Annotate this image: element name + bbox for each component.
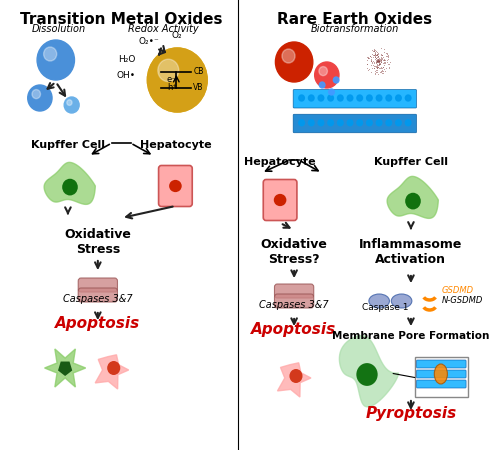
Text: VB: VB (193, 84, 203, 93)
FancyBboxPatch shape (78, 278, 118, 292)
Circle shape (320, 82, 325, 88)
Text: O₂•⁻: O₂•⁻ (139, 37, 160, 46)
Circle shape (308, 120, 314, 126)
Circle shape (158, 59, 179, 81)
FancyBboxPatch shape (274, 284, 314, 298)
Circle shape (308, 95, 314, 101)
Ellipse shape (369, 294, 390, 308)
FancyBboxPatch shape (416, 380, 466, 388)
Ellipse shape (434, 364, 448, 384)
Circle shape (357, 95, 362, 101)
Circle shape (366, 95, 372, 101)
Polygon shape (44, 162, 96, 204)
Polygon shape (44, 349, 86, 387)
FancyBboxPatch shape (264, 180, 297, 220)
Text: e⁻: e⁻ (167, 75, 176, 84)
FancyBboxPatch shape (78, 288, 118, 302)
FancyBboxPatch shape (293, 90, 416, 108)
Text: Membrane Pore Formation: Membrane Pore Formation (332, 331, 490, 341)
Text: Oxidative
Stress: Oxidative Stress (64, 228, 132, 256)
Text: Caspases 3&7: Caspases 3&7 (63, 294, 132, 304)
Text: Biotransformation: Biotransformation (310, 24, 399, 34)
Circle shape (44, 47, 57, 61)
Text: Kupffer Cell: Kupffer Cell (374, 157, 448, 167)
FancyBboxPatch shape (414, 357, 468, 397)
Text: Hepatocyte: Hepatocyte (140, 140, 211, 150)
Circle shape (67, 100, 72, 105)
Circle shape (37, 40, 74, 80)
Text: Apoptosis: Apoptosis (252, 322, 336, 337)
Circle shape (406, 95, 411, 101)
Polygon shape (95, 355, 128, 389)
Circle shape (28, 85, 52, 111)
Circle shape (107, 361, 120, 375)
Circle shape (328, 89, 334, 95)
Circle shape (386, 95, 392, 101)
Circle shape (314, 62, 339, 88)
Circle shape (282, 49, 295, 63)
Circle shape (366, 120, 372, 126)
Circle shape (376, 95, 382, 101)
Circle shape (276, 42, 313, 82)
Ellipse shape (274, 194, 286, 206)
Text: Caspase 1: Caspase 1 (362, 303, 409, 312)
Circle shape (396, 120, 402, 126)
Circle shape (396, 95, 402, 101)
Circle shape (386, 120, 392, 126)
Text: Redox Activity: Redox Activity (128, 24, 198, 34)
Text: Transition Metal Oxides: Transition Metal Oxides (20, 12, 222, 27)
Circle shape (148, 48, 207, 112)
Circle shape (405, 193, 421, 209)
Text: Dissolution: Dissolution (32, 24, 86, 34)
Circle shape (406, 120, 411, 126)
Text: Rare Earth Oxides: Rare Earth Oxides (278, 12, 432, 27)
Ellipse shape (392, 294, 412, 308)
Circle shape (376, 120, 382, 126)
Text: Apoptosis: Apoptosis (55, 316, 140, 331)
Text: GSDMD: GSDMD (442, 286, 474, 295)
Circle shape (347, 120, 353, 126)
Circle shape (328, 120, 334, 126)
Circle shape (334, 77, 339, 83)
Circle shape (32, 90, 40, 99)
FancyBboxPatch shape (274, 294, 314, 308)
Circle shape (319, 67, 328, 76)
Circle shape (62, 179, 78, 195)
Circle shape (347, 95, 353, 101)
Circle shape (64, 97, 79, 113)
Text: Hepatocyte: Hepatocyte (244, 157, 316, 167)
Polygon shape (340, 336, 398, 407)
Circle shape (318, 95, 324, 101)
Circle shape (338, 95, 343, 101)
FancyBboxPatch shape (293, 114, 416, 133)
Polygon shape (278, 363, 311, 397)
Circle shape (299, 95, 304, 101)
FancyBboxPatch shape (158, 166, 192, 207)
Circle shape (338, 120, 343, 126)
Text: h⁺: h⁺ (167, 84, 177, 93)
Text: O₂: O₂ (172, 31, 182, 40)
Text: Inflammasome
Activation: Inflammasome Activation (359, 238, 463, 266)
Circle shape (357, 120, 362, 126)
Circle shape (328, 95, 334, 101)
Text: Caspases 3&7: Caspases 3&7 (260, 300, 329, 310)
Circle shape (299, 120, 304, 126)
Text: CB: CB (193, 68, 203, 76)
Polygon shape (387, 176, 438, 218)
FancyBboxPatch shape (416, 370, 466, 378)
Text: OH•: OH• (116, 71, 135, 80)
Circle shape (290, 369, 302, 383)
Text: Kupffer Cell: Kupffer Cell (31, 140, 105, 150)
Text: Oxidative
Stress?: Oxidative Stress? (260, 238, 328, 266)
Circle shape (356, 363, 378, 386)
FancyBboxPatch shape (416, 360, 466, 368)
Circle shape (318, 120, 324, 126)
Ellipse shape (169, 180, 181, 192)
Text: N-GSDMD: N-GSDMD (442, 296, 483, 305)
Circle shape (158, 59, 179, 81)
Text: Pyroptosis: Pyroptosis (366, 406, 456, 421)
Circle shape (148, 48, 207, 112)
Text: H₂O: H₂O (118, 55, 135, 64)
